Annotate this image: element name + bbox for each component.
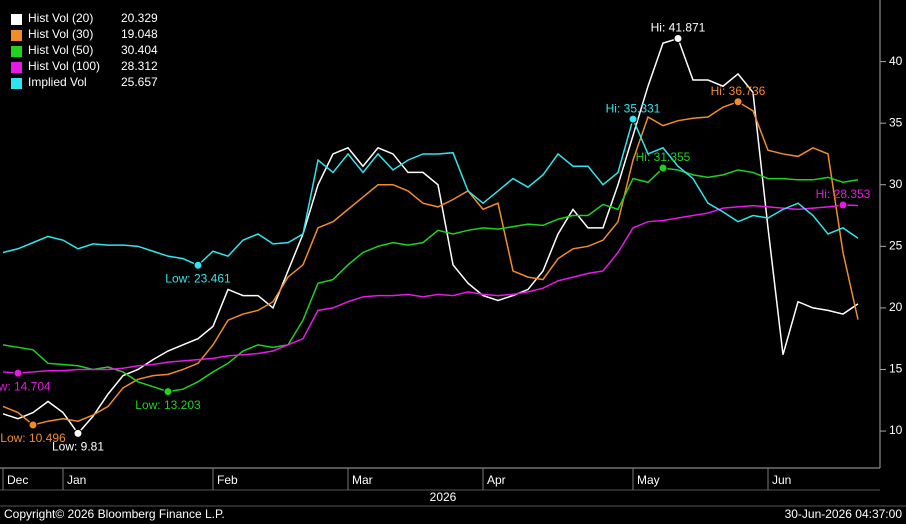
- y-tick-label: 35: [889, 115, 903, 129]
- annotation-label: Hi: 41.871: [651, 21, 706, 35]
- annotation-label: Hi: 36.736: [711, 84, 766, 98]
- x-axis-year: 2026: [430, 490, 457, 504]
- annotation-marker: [193, 260, 203, 270]
- y-tick-label: 10: [889, 423, 903, 437]
- series-line: [2, 116, 859, 267]
- annotation-marker: [13, 368, 23, 378]
- annotation-marker: [658, 163, 668, 173]
- x-tick-label: Jun: [772, 473, 791, 487]
- x-tick-label: Dec: [7, 473, 28, 487]
- legend-value: 28.312: [121, 59, 158, 73]
- legend-swatch: [11, 46, 22, 57]
- x-tick-label: Jan: [67, 473, 86, 487]
- annotation-marker: [28, 420, 38, 430]
- annotation-label: Hi: 28.353: [816, 187, 871, 201]
- x-tick-label: Feb: [217, 473, 238, 487]
- legend-swatch: [11, 62, 22, 73]
- x-tick-label: Mar: [352, 473, 373, 487]
- annotation-marker: [838, 200, 848, 210]
- footer-timestamp: 30-Jun-2026 04:37:00: [785, 507, 903, 521]
- y-tick-label: 15: [889, 362, 903, 376]
- legend-swatch: [11, 14, 22, 25]
- legend-label: Hist Vol (20): [28, 11, 93, 25]
- y-tick-label: 30: [889, 177, 903, 191]
- annotation-label: Hi: 31.355: [636, 150, 691, 164]
- annotation-marker: [73, 428, 83, 438]
- annotation-marker: [733, 97, 743, 107]
- legend-swatch: [11, 78, 22, 89]
- legend-box: [4, 6, 166, 94]
- annotation-marker: [628, 114, 638, 124]
- legend-label: Implied Vol: [28, 75, 87, 89]
- x-tick-label: Apr: [487, 473, 506, 487]
- annotation-label: Low: 9.81: [52, 440, 104, 454]
- annotation-label: Hi: 35.331: [606, 101, 661, 115]
- footer-copyright: Copyright© 2026 Bloomberg Finance L.P.: [4, 507, 225, 521]
- legend-value: 30.404: [121, 43, 158, 57]
- series-line: [2, 204, 859, 374]
- annotation-label: Low: 23.461: [165, 271, 231, 285]
- legend-value: 25.657: [121, 75, 158, 89]
- y-tick-label: 20: [889, 300, 903, 314]
- legend-swatch: [11, 30, 22, 41]
- legend-label: Hist Vol (100): [28, 59, 100, 73]
- legend-value: 19.048: [121, 27, 158, 41]
- annotation-label: Low: 14.704: [0, 379, 51, 393]
- annotation-label: Low: 13.203: [135, 398, 201, 412]
- legend-value: 20.329: [121, 11, 158, 25]
- x-tick-label: May: [637, 473, 660, 487]
- legend-label: Hist Vol (50): [28, 43, 93, 57]
- legend-label: Hist Vol (30): [28, 27, 93, 41]
- annotation-marker: [163, 387, 173, 397]
- annotation-marker: [673, 34, 683, 44]
- annotation-label: Low: 10.496: [0, 431, 66, 445]
- series-line: [2, 100, 859, 426]
- y-tick-label: 25: [889, 238, 903, 252]
- y-tick-label: 40: [889, 54, 903, 68]
- series-line: [2, 167, 859, 393]
